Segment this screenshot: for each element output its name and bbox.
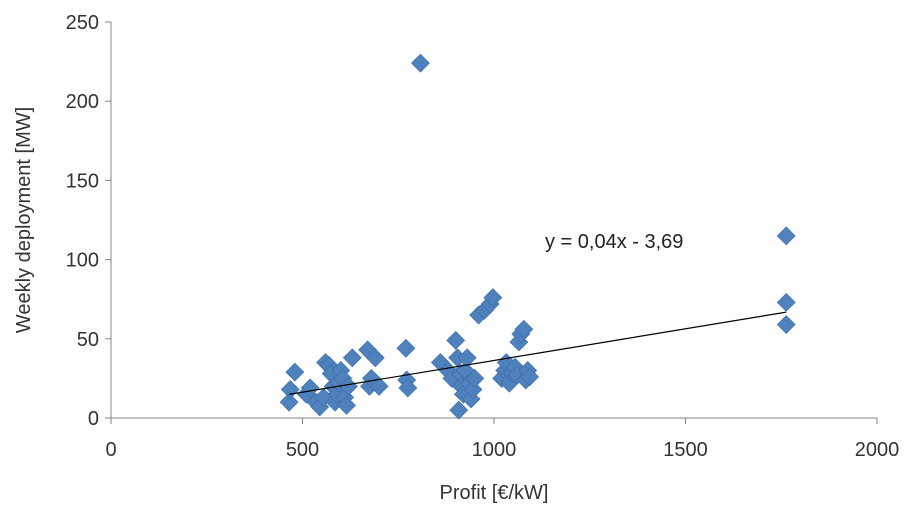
x-tick-label: 500 <box>286 439 319 461</box>
axes <box>110 22 877 419</box>
x-tick-label: 0 <box>105 439 116 461</box>
data-point <box>280 380 300 399</box>
x-tick-label: 1500 <box>663 439 708 461</box>
y-tick-label: 150 <box>66 170 99 192</box>
data-point <box>365 348 385 368</box>
y-tick-label: 0 <box>88 408 99 430</box>
data-point <box>457 348 477 368</box>
y-tick-label: 50 <box>77 329 99 351</box>
data-point <box>411 53 430 73</box>
data-point <box>446 330 466 350</box>
data-point <box>520 367 540 387</box>
y-axis-title: Weekly deployment [MW] <box>13 107 35 333</box>
x-tick-group: 0 500 1000 1500 2000 <box>105 418 899 461</box>
y-tick-group: 0 50 100 150 200 250 <box>66 12 111 430</box>
x-tick-label: 1000 <box>472 439 517 461</box>
data-point <box>369 376 389 396</box>
data-point <box>776 226 796 246</box>
data-points <box>279 53 796 420</box>
data-point <box>396 338 416 358</box>
data-point <box>300 378 320 398</box>
data-point <box>776 315 796 334</box>
data-point <box>398 378 418 398</box>
data-point <box>776 292 796 312</box>
data-point <box>342 348 362 368</box>
trendline <box>288 311 787 395</box>
data-point <box>514 319 534 339</box>
data-point <box>279 392 299 412</box>
data-point <box>337 395 356 415</box>
data-point <box>285 362 305 382</box>
y-tick-label: 100 <box>66 250 99 272</box>
trendline-equation: y = 0,04x - 3,69 <box>545 231 683 253</box>
data-point <box>465 368 485 388</box>
x-axis-title: Profit [€/kW] <box>440 482 549 504</box>
y-tick-label: 250 <box>66 12 99 34</box>
x-tick-label: 2000 <box>855 439 900 461</box>
y-tick-label: 200 <box>66 91 99 113</box>
data-point <box>449 400 469 420</box>
data-point <box>483 288 503 308</box>
